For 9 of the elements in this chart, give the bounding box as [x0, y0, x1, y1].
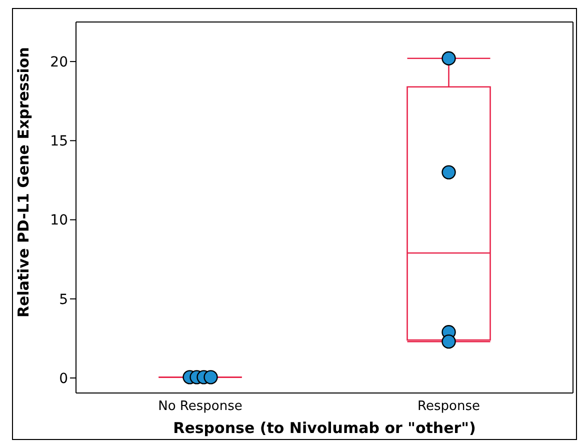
- y-tick-label: 20: [50, 54, 68, 71]
- x-axis-title: Response (to Nivolumab or "other"): [173, 419, 476, 437]
- y-tick-label: 15: [50, 134, 68, 150]
- y-tick-label: 0: [59, 370, 68, 387]
- y-axis-title: Relative PD-L1 Gene Expression: [14, 47, 32, 318]
- x-tick-label: Response: [418, 399, 480, 414]
- y-tick-label: 5: [59, 292, 68, 308]
- y-tick-label: 10: [50, 212, 68, 229]
- x-tick-label: No Response: [158, 399, 242, 414]
